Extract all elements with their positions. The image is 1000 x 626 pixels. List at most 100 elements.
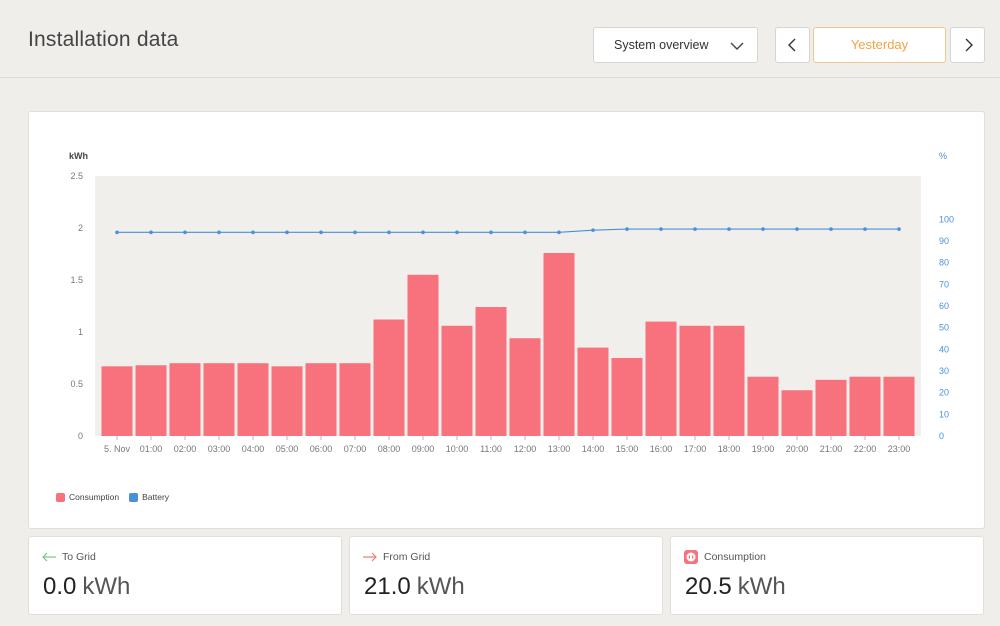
from-grid-unit: kWh — [416, 573, 465, 600]
x-tick-label: 05:00 — [276, 444, 299, 454]
consumption-bar[interactable] — [475, 307, 507, 436]
consumption-unit: kWh — [737, 573, 786, 600]
from-grid-value-row: 21.0 kWh — [364, 573, 465, 601]
consumption-bar[interactable] — [407, 274, 439, 436]
y-tick-label: 0 — [78, 431, 83, 441]
consumption-bar[interactable] — [781, 390, 813, 436]
right-axis-label: % — [939, 151, 947, 161]
x-tick-label: 23:00 — [888, 444, 911, 454]
consumption-bar[interactable] — [271, 366, 303, 436]
y2-tick-label: 80 — [939, 258, 949, 268]
y2-tick-label: 40 — [939, 344, 949, 354]
consumption-bar[interactable] — [645, 321, 677, 436]
previous-day-button[interactable] — [775, 27, 810, 63]
consumption-bar[interactable] — [543, 252, 575, 436]
battery-point[interactable] — [251, 230, 255, 235]
chart-card: kWh % 0 0.5 1 1.5 2 2.5 0 10 20 30 40 50 60 70 80 90 10… — [28, 111, 985, 529]
battery-point[interactable] — [897, 227, 901, 231]
page-title: Installation data — [28, 28, 179, 51]
y2-tick-label: 70 — [939, 279, 949, 289]
legend-swatch-battery — [129, 492, 139, 502]
battery-point[interactable] — [319, 230, 323, 235]
y-tick-label: 1.5 — [70, 275, 83, 285]
consumption-bar[interactable] — [509, 338, 541, 436]
consumption-bar[interactable] — [135, 365, 167, 436]
battery-point[interactable] — [455, 230, 459, 235]
battery-point[interactable] — [829, 227, 833, 231]
x-tick-label: 22:00 — [854, 444, 877, 454]
x-tick-label: 08:00 — [378, 444, 401, 454]
consumption-bar[interactable] — [815, 379, 847, 436]
battery-point[interactable] — [387, 230, 391, 235]
y-tick-label: 2.5 — [70, 171, 83, 181]
date-selector-button[interactable]: Yesterday — [813, 27, 946, 63]
battery-point[interactable] — [693, 227, 697, 231]
chevron-right-icon — [965, 38, 973, 52]
battery-point[interactable] — [183, 230, 187, 235]
battery-point[interactable] — [489, 230, 493, 235]
x-tick-label: 18:00 — [718, 444, 741, 454]
x-tick-label: 19:00 — [752, 444, 775, 454]
consumption-bar[interactable] — [679, 325, 711, 436]
consumption-bar[interactable] — [611, 358, 643, 436]
consumption-bar[interactable] — [849, 376, 881, 436]
chevron-down-icon — [730, 42, 744, 50]
consumption-value-row: 20.5 kWh — [685, 573, 786, 601]
consumption-bar[interactable] — [339, 363, 371, 436]
battery-point[interactable] — [285, 230, 289, 235]
battery-point[interactable] — [863, 227, 867, 231]
consumption-bar[interactable] — [373, 319, 405, 436]
consumption-bar[interactable] — [747, 376, 779, 436]
y2-tick-label: 20 — [939, 388, 949, 398]
battery-point[interactable] — [115, 230, 119, 235]
y-tick-label: 2 — [78, 223, 83, 233]
x-tick-label: 01:00 — [140, 444, 163, 454]
y2-tick-label: 30 — [939, 366, 949, 376]
battery-point[interactable] — [625, 227, 629, 231]
legend-item-consumption[interactable]: Consumption — [56, 492, 119, 502]
consumption-chart: kWh % 0 0.5 1 1.5 2 2.5 0 10 20 30 40 50 60 70 80 90 10… — [69, 151, 954, 454]
consumption-bar[interactable] — [101, 366, 133, 436]
y-tick-label: 0.5 — [70, 379, 83, 389]
battery-point[interactable] — [149, 230, 153, 235]
consumption-bar[interactable] — [203, 363, 235, 436]
to-grid-unit: kWh — [82, 573, 131, 600]
x-tick-label: 07:00 — [344, 444, 367, 454]
battery-point[interactable] — [353, 230, 357, 235]
battery-point[interactable] — [795, 227, 799, 231]
view-select-dropdown[interactable]: System overview — [593, 27, 758, 63]
y-tick-label: 1 — [78, 327, 83, 337]
battery-point[interactable] — [421, 230, 425, 235]
x-tick-label: 10:00 — [446, 444, 469, 454]
legend-item-battery[interactable]: Battery — [129, 492, 169, 502]
legend-label-battery: Battery — [142, 492, 170, 502]
to-grid-value-row: 0.0 kWh — [43, 573, 130, 601]
to-grid-label: To Grid — [62, 551, 96, 563]
x-tick-label: 12:00 — [514, 444, 537, 454]
y2-tick-label: 0 — [939, 431, 944, 441]
legend-label-consumption: Consumption — [69, 492, 120, 502]
consumption-bar[interactable] — [577, 347, 609, 436]
left-axis-label: kWh — [69, 151, 88, 161]
consumption-bar[interactable] — [169, 363, 201, 436]
outlet-icon — [684, 550, 698, 564]
y2-tick-label: 10 — [939, 409, 949, 419]
next-day-button[interactable] — [950, 27, 985, 63]
x-tick-label: 06:00 — [310, 444, 333, 454]
battery-point[interactable] — [523, 230, 527, 235]
battery-point[interactable] — [217, 230, 221, 235]
consumption-bar[interactable] — [237, 363, 269, 436]
battery-point[interactable] — [761, 227, 765, 231]
consumption-bar[interactable] — [441, 325, 473, 436]
from-grid-card: From Grid 21.0 kWh — [349, 536, 663, 615]
battery-point[interactable] — [591, 228, 595, 232]
consumption-bar[interactable] — [305, 363, 337, 436]
consumption-bar[interactable] — [883, 376, 915, 436]
battery-point[interactable] — [557, 230, 561, 235]
battery-point[interactable] — [659, 227, 663, 231]
battery-point[interactable] — [727, 227, 731, 231]
header-bar: Installation data System overview Yester… — [0, 0, 1000, 78]
x-tick-label: 16:00 — [650, 444, 673, 454]
consumption-bar[interactable] — [713, 325, 745, 436]
consumption-label: Consumption — [704, 551, 766, 563]
